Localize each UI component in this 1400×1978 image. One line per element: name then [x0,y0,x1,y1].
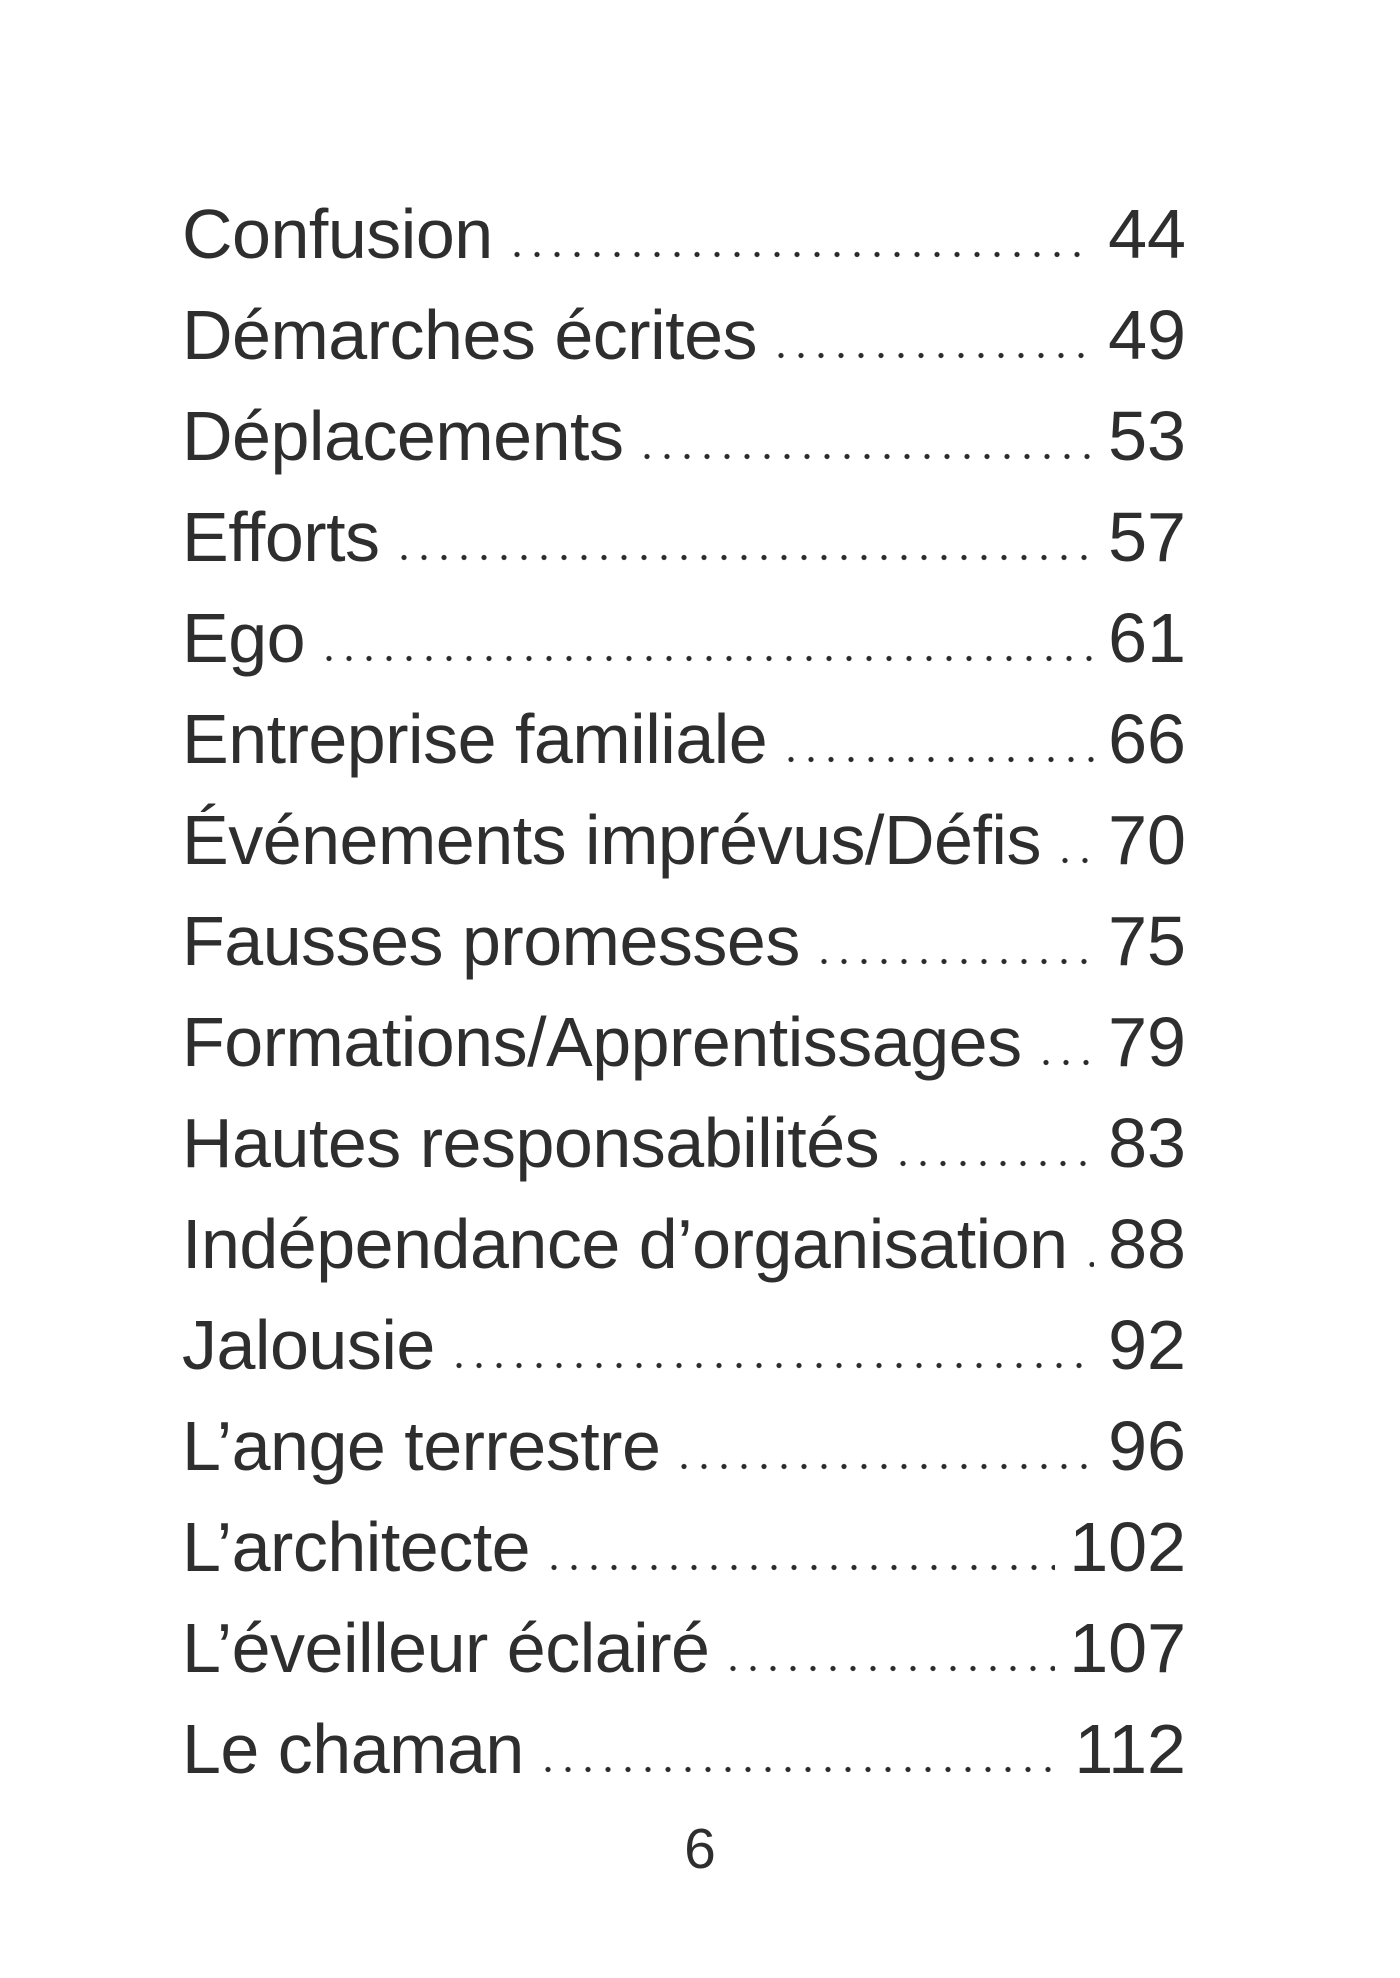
toc-entry-page-number: 53 [1108,397,1186,475]
toc-row[interactable]: L’architecte 102 [182,1497,1186,1598]
toc-row[interactable]: Hautes responsabilités 83 [182,1093,1186,1194]
leader-dots [670,1463,1095,1470]
leader-dots [502,251,1095,258]
toc-entry-page-number: 88 [1108,1205,1186,1283]
toc-entry-title: Indépendance d’organisation [182,1205,1068,1283]
leader-dots [1031,1059,1095,1066]
toc-entry-title: Formations/Apprentissages [182,1003,1022,1081]
toc-entry-title: Jalousie [182,1306,435,1384]
toc-entry-title: Démarches écrites [182,296,758,374]
toc-row[interactable]: L’éveilleur éclairé 107 [182,1598,1186,1699]
toc-row[interactable]: Confusion 44 [182,184,1186,285]
leader-dots [389,554,1095,561]
leader-dots [719,1665,1056,1672]
toc-row[interactable]: Démarches écrites 49 [182,285,1186,386]
toc-entry-title: Événements imprévus/Défis [182,801,1041,879]
toc-entry-page-number: 57 [1108,498,1186,576]
toc-row[interactable]: L’ange terrestre 96 [182,1396,1186,1497]
toc-row[interactable]: Efforts 57 [182,487,1186,588]
toc-entry-title: Ego [182,599,306,677]
table-of-contents: Confusion 44 Démarches écrites 49 Déplac… [182,184,1186,1800]
toc-row[interactable]: Ego 61 [182,588,1186,689]
toc-entry-title: Le chaman [182,1710,524,1788]
toc-entry-page-number: 61 [1108,599,1186,677]
toc-row[interactable]: Entreprise familiale 66 [182,689,1186,790]
toc-entry-page-number: 66 [1108,700,1186,778]
toc-entry-page-number: 96 [1108,1407,1186,1485]
leader-dots [889,1160,1095,1167]
leader-dots [633,453,1095,460]
toc-entry-page-number: 79 [1108,1003,1186,1081]
toc-row[interactable]: Déplacements 53 [182,386,1186,487]
toc-entry-page-number: 92 [1108,1306,1186,1384]
leader-dots [1050,857,1095,864]
leader-dots [809,958,1095,965]
toc-row[interactable]: Le chaman 112 [182,1699,1186,1800]
toc-entry-title: Fausses promesses [182,902,800,980]
toc-entry-title: L’ange terrestre [182,1407,661,1485]
toc-entry-title: Entreprise familiale [182,700,768,778]
leader-dots [315,655,1095,662]
leader-dots [777,756,1095,763]
toc-entry-page-number: 44 [1108,195,1186,273]
toc-entry-title: L’architecte [182,1508,531,1586]
page-number-footer: 6 [684,1817,716,1881]
leader-dots [540,1564,1056,1571]
leader-dots [533,1766,1061,1773]
toc-entry-title: Hautes responsabilités [182,1104,880,1182]
toc-entry-title: Efforts [182,498,380,576]
toc-row[interactable]: Fausses promesses 75 [182,891,1186,992]
toc-entry-page-number: 83 [1108,1104,1186,1182]
toc-entry-page-number: 75 [1108,902,1186,980]
leader-dots [444,1362,1095,1369]
toc-entry-page-number: 102 [1069,1508,1186,1586]
toc-row[interactable]: Indépendance d’organisation 88 [182,1194,1186,1295]
toc-entry-title: Confusion [182,195,493,273]
toc-entry-page-number: 112 [1074,1710,1186,1788]
leader-dots [1077,1261,1095,1268]
toc-entry-page-number: 49 [1108,296,1186,374]
toc-entry-page-number: 107 [1069,1609,1186,1687]
leader-dots [767,352,1095,359]
toc-entry-title: L’éveilleur éclairé [182,1609,710,1687]
toc-entry-page-number: 70 [1108,801,1186,879]
toc-row[interactable]: Jalousie 92 [182,1295,1186,1396]
toc-row[interactable]: Événements imprévus/Défis 70 [182,790,1186,891]
toc-entry-title: Déplacements [182,397,624,475]
toc-row[interactable]: Formations/Apprentissages 79 [182,992,1186,1093]
